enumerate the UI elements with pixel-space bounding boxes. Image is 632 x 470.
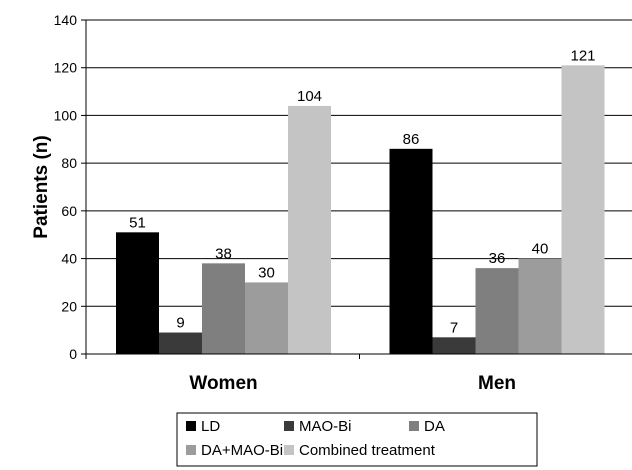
y-tick-label: 80 [61, 155, 77, 171]
y-tick-label: 140 [54, 12, 78, 28]
data-label: 40 [532, 241, 549, 258]
data-label: 121 [570, 47, 595, 64]
y-tick-label: 0 [69, 346, 77, 362]
bar-women-4 [288, 105, 331, 354]
bar-men-2 [475, 268, 519, 354]
bar-women-2 [202, 263, 245, 354]
legend-swatch [284, 445, 294, 455]
y-tick-labels: 0 20 40 60 80 100 120 140 [54, 12, 86, 362]
legend-label: LD [201, 418, 220, 435]
gridlines [86, 19, 632, 307]
legend-box [176, 412, 538, 467]
legend-label: DA [424, 418, 445, 435]
data-label: 104 [297, 88, 322, 105]
x-category-label: Men [478, 373, 516, 394]
bar-men-4 [561, 65, 605, 354]
legend-swatch [186, 421, 196, 431]
bar-women-0 [116, 232, 159, 354]
legend-swatch [284, 421, 294, 431]
data-label: 86 [403, 131, 420, 148]
bar-women-3 [245, 282, 288, 354]
data-label: 7 [450, 319, 458, 336]
axes [85, 20, 632, 359]
bar-men-0 [389, 148, 433, 354]
y-tick-label: 120 [54, 60, 78, 76]
bars [116, 65, 605, 354]
data-labels: 51 9 38 30 104 86 7 36 40 121 [129, 47, 595, 336]
legend: LD MAO-Bi DA DA+MAO-Bi Combined treatment [176, 412, 538, 467]
bar-men-1 [432, 337, 476, 354]
x-category-label: Women [189, 373, 257, 394]
x-category-labels: Women Men [189, 373, 516, 394]
y-axis-title: Patients (n) [31, 135, 52, 238]
y-tick-label: 100 [54, 107, 78, 123]
data-label: 38 [215, 245, 232, 262]
y-tick-label: 40 [61, 251, 77, 267]
data-label: 51 [129, 214, 146, 231]
bar-women-1 [159, 332, 202, 354]
bar-men-3 [518, 258, 562, 354]
data-label: 36 [489, 250, 506, 267]
legend-swatch [186, 445, 196, 455]
data-label: 9 [176, 315, 184, 332]
y-tick-label: 20 [61, 298, 77, 314]
legend-swatch [409, 421, 419, 431]
legend-label: DA+MAO-Bi [201, 442, 283, 459]
y-tick-label: 60 [61, 203, 77, 219]
data-label: 30 [258, 264, 275, 281]
legend-label: MAO-Bi [299, 418, 352, 435]
legend-label: Combined treatment [299, 442, 436, 459]
